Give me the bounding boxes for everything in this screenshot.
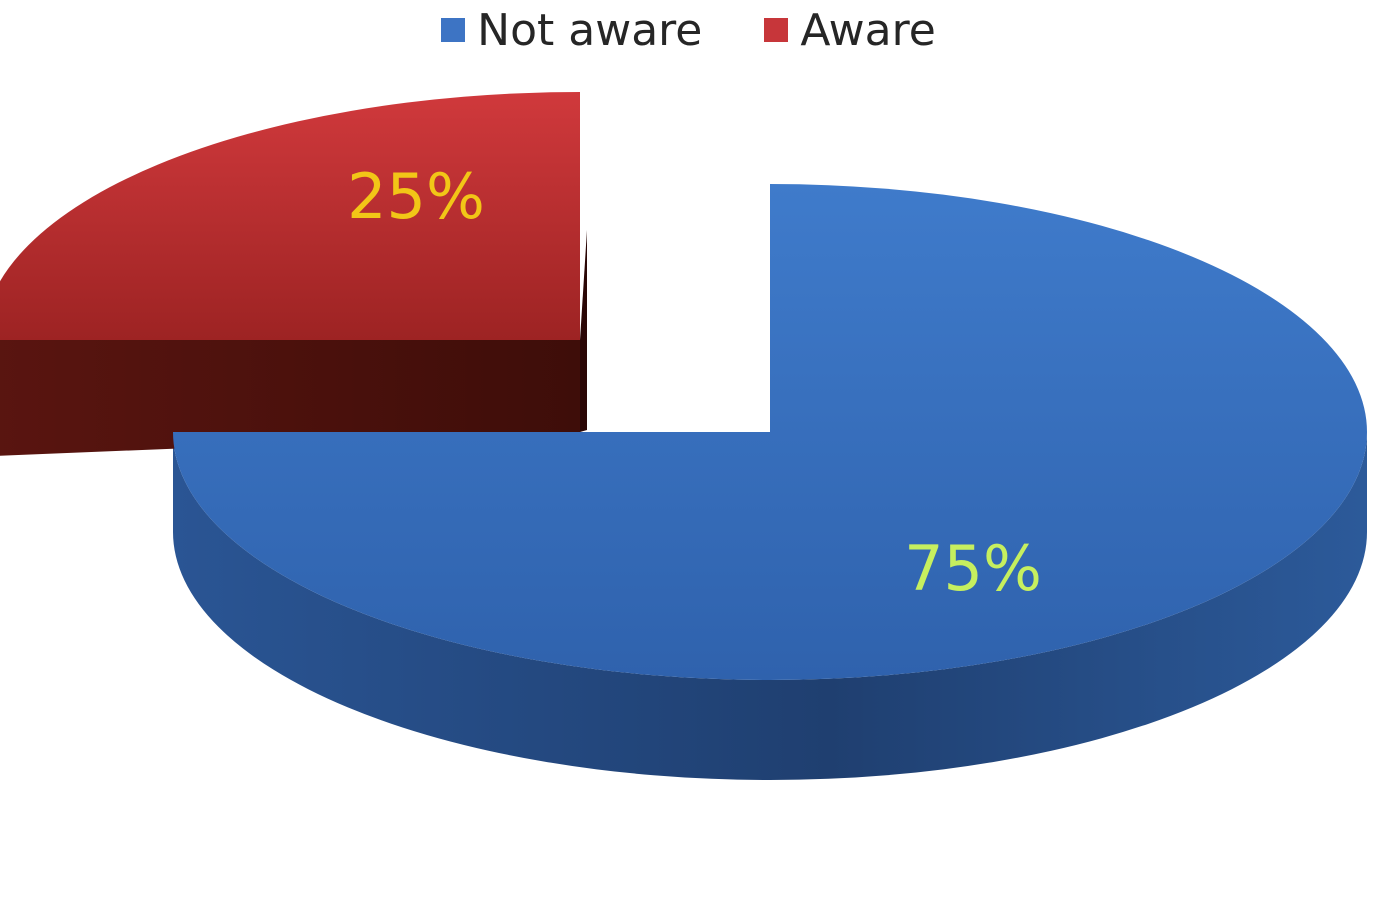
pie-slice-aware-side — [0, 340, 580, 456]
legend-label-not-aware: Not aware — [477, 4, 703, 56]
legend-swatch-not-aware — [441, 18, 466, 42]
chart-legend: Not aware Aware — [0, 2, 1377, 58]
slice-label-not-aware: 75% — [904, 532, 1042, 605]
legend-label-aware: Aware — [800, 4, 936, 56]
pie-slice-aware — [0, 92, 580, 340]
pie-slice-not-aware-side — [173, 432, 1367, 780]
legend-item-aware: Aware — [764, 4, 936, 56]
pie-slice-aware-edge — [580, 230, 587, 432]
pie-slice-not-aware — [173, 184, 1367, 680]
legend-swatch-aware — [764, 18, 789, 42]
legend-item-not-aware: Not aware — [441, 5, 702, 56]
slice-label-aware: 25% — [347, 160, 485, 233]
